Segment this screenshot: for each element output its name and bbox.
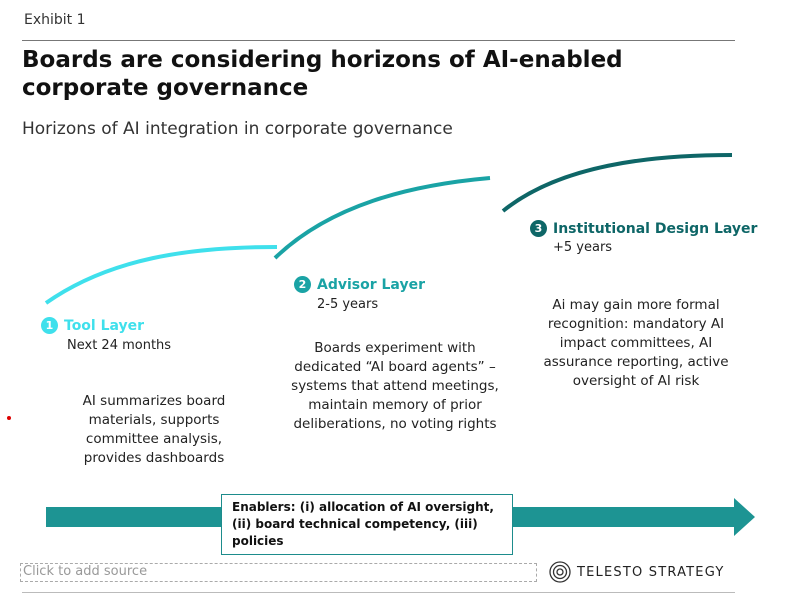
logo-text: TELESTO STRATEGY xyxy=(577,564,725,580)
enablers-arrow-head xyxy=(734,498,755,536)
telesto-logo: TELESTO STRATEGY xyxy=(549,561,724,583)
layer-2-timeframe: 2-5 years xyxy=(317,297,379,312)
layer-2-name: Advisor Layer xyxy=(317,276,425,293)
concentric-circles-logo-icon xyxy=(549,561,571,583)
horizon-curve-1 xyxy=(44,245,278,305)
page-subtitle: Horizons of AI integration in corporate … xyxy=(22,119,453,139)
source-placeholder[interactable]: Click to add source xyxy=(20,563,537,582)
horizon-curve-2 xyxy=(273,176,491,260)
layer-1-name: Tool Layer xyxy=(64,317,145,334)
layer-1-number-badge: 1 xyxy=(41,317,58,334)
layer-3-name: Institutional Design Layer xyxy=(553,220,758,237)
layer-3-timeframe: +5 years xyxy=(553,240,613,255)
enablers-box: Enablers: (i) allocation of AI oversight… xyxy=(221,494,513,555)
top-divider xyxy=(22,40,735,41)
red-marker-dot xyxy=(7,416,11,420)
layer-2-heading: 2 Advisor Layer xyxy=(294,276,425,293)
layer-2-description: Boards experiment with dedicated “AI boa… xyxy=(291,340,499,432)
layer-1-description: AI summarizes board materials, supports … xyxy=(82,393,226,466)
layer-3-number-badge: 3 xyxy=(530,220,547,237)
horizon-curve-3 xyxy=(501,153,733,213)
layer-1-heading: 1 Tool Layer xyxy=(41,317,144,334)
layer-1-timeframe: Next 24 months xyxy=(67,338,172,353)
layer-2-number-badge: 2 xyxy=(294,276,311,293)
layer-3-description: Ai may gain more formal recognition: man… xyxy=(543,297,729,389)
bottom-divider xyxy=(22,592,735,593)
layer-3-heading: 3 Institutional Design Layer xyxy=(530,220,757,237)
page-title: Boards are considering horizons of AI-en… xyxy=(22,47,623,101)
exhibit-label: Exhibit 1 xyxy=(24,12,86,28)
